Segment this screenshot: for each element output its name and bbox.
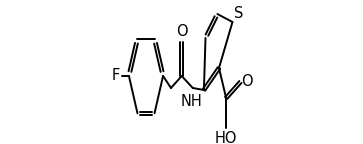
Text: F: F (111, 69, 120, 84)
Text: O: O (241, 74, 253, 90)
Text: S: S (234, 6, 244, 21)
Text: NH: NH (181, 94, 203, 109)
Text: O: O (176, 24, 188, 39)
Text: HO: HO (215, 131, 237, 144)
